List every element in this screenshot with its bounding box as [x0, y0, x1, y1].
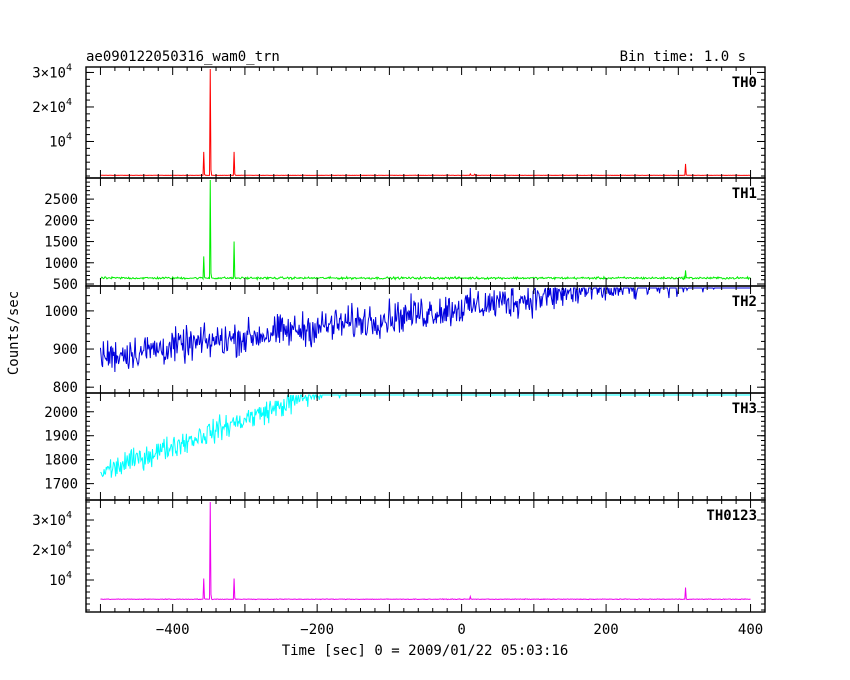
y-tick-exponent: 4: [66, 540, 72, 551]
y-tick-label: 1800: [44, 453, 78, 469]
x-axis: −400 −200 0 200 400: [156, 622, 763, 638]
series-line-th0: [100, 68, 751, 176]
x-tick-label: −400: [156, 622, 190, 638]
y-tick-label: 2000: [44, 405, 78, 421]
x-axis-label: Time [sec] 0 = 2009/01/22 05:03:16: [282, 643, 569, 659]
y-tick-label: 3×104: [32, 62, 72, 81]
series-line-th1: [100, 179, 751, 281]
y-tick-label: 1700: [44, 477, 78, 493]
panel-label-th3: TH3: [732, 401, 757, 417]
y-tick-label: 900: [53, 342, 78, 358]
panel-label-th1: TH1: [732, 186, 757, 202]
y-tick-label: 1900: [44, 429, 78, 445]
bin-time-label: Bin time: 1.0 s: [620, 49, 746, 65]
y-tick-label: 800: [53, 380, 78, 396]
chart-title: ae090122050316_wam0_trn: [86, 49, 280, 65]
y-tick-label: 2000: [44, 213, 78, 229]
x-tick-label: 400: [738, 622, 763, 638]
y-tick-label: 1000: [44, 304, 78, 320]
y-tick-label: 104: [49, 131, 72, 150]
y-tick-label: 1500: [44, 235, 78, 251]
panel-th2: 800 900 1000 TH2: [44, 285, 766, 396]
panel-frame: [85, 66, 766, 179]
y-tick-label: 104: [49, 570, 72, 589]
panel-label-th2: TH2: [732, 294, 757, 310]
panel-frame: [85, 499, 766, 613]
y-tick-label: 1000: [44, 256, 78, 272]
panel-frame: [85, 177, 766, 287]
y-tick-exponent: 4: [66, 131, 72, 142]
panel-label-th0123: TH0123: [706, 508, 757, 524]
y-axis-label: Counts/sec: [6, 291, 22, 375]
y-tick-exponent: 4: [66, 570, 72, 581]
y-tick-exponent: 4: [66, 510, 72, 521]
y-tick-exponent: 4: [66, 62, 72, 73]
series-line-th3: [100, 393, 751, 478]
panel-th3: 1700 1800 1900 2000 TH3: [44, 392, 766, 501]
panels-group: 104 2×104 3×104 TH0 500 1000 1500 2000 2500 TH1 80…: [32, 62, 766, 613]
series-line-th2: [99, 286, 751, 373]
series-line-th0123: [100, 501, 751, 601]
panel-th0: 104 2×104 3×104 TH0: [32, 62, 766, 179]
x-tick-label: 200: [593, 622, 618, 638]
y-tick-label: 2×104: [32, 97, 72, 116]
panel-th0123: 104 2×104 3×104 TH0123: [32, 499, 766, 613]
x-tick-label: 0: [457, 622, 465, 638]
y-tick-label: 3×104: [32, 510, 72, 529]
panel-label-th0: TH0: [732, 75, 757, 91]
y-tick-label: 2×104: [32, 540, 72, 559]
y-tick-label: 500: [53, 277, 78, 293]
y-tick-exponent: 4: [66, 97, 72, 108]
panel-th1: 500 1000 1500 2000 2500 TH1: [44, 177, 766, 293]
y-tick-label: 2500: [44, 192, 78, 208]
x-tick-label: −200: [300, 622, 334, 638]
